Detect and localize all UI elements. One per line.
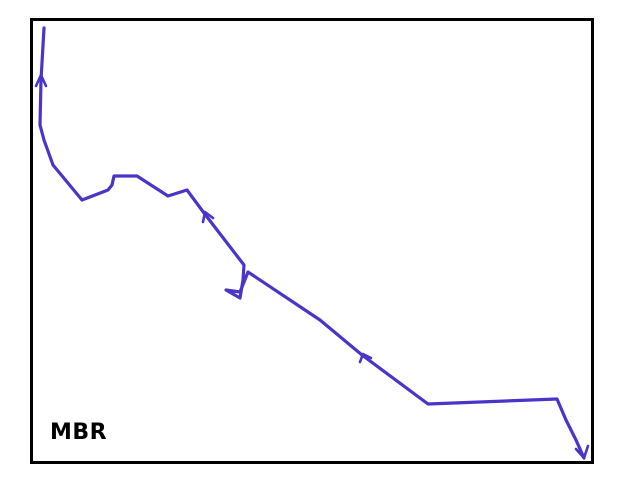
diagram-label: MBR (50, 420, 108, 445)
arrow-down-icon (574, 444, 590, 460)
route-path (38, 26, 586, 460)
route-path-group (38, 26, 586, 460)
diagram-frame (30, 18, 594, 464)
arrow-upleft-icon (201, 210, 215, 224)
direction-arrows (34, 73, 590, 460)
arrow-up-icon (34, 73, 48, 88)
arrow-upleft-icon-2 (358, 352, 373, 364)
